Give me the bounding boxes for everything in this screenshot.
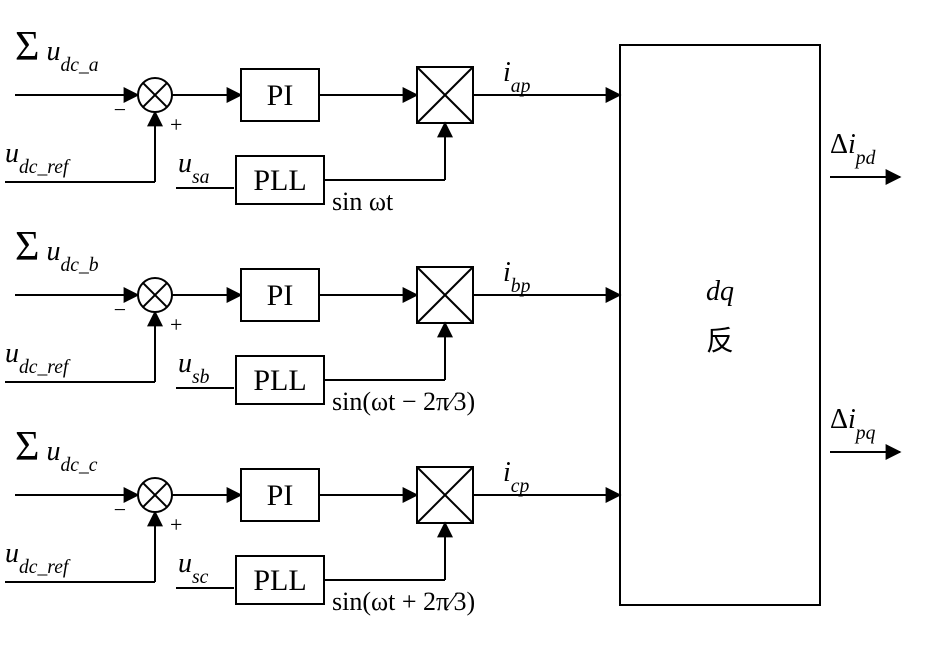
pll-label-c: PLL: [253, 564, 306, 597]
plus-a: +: [170, 112, 182, 137]
minus-b: −: [114, 297, 126, 322]
plus-b: +: [170, 312, 182, 337]
pll-out-b-label: sin(ωt − 2π⁄3): [332, 387, 475, 416]
control-block-diagram: dq 反 Δipd Δipq Σ udc_a udc_ref − + PI usa PLL sin ω…: [0, 0, 934, 670]
minus-a: −: [114, 97, 126, 122]
chan-out-a-label: iap: [503, 57, 531, 97]
ref-input-c-label: udc_ref: [5, 538, 71, 578]
plus-c: +: [170, 512, 182, 537]
pll-input-b-label: usb: [178, 348, 210, 388]
pi-label-c: PI: [267, 479, 294, 512]
pi-label-b: PI: [267, 279, 294, 312]
dq-label-2: 反: [706, 325, 734, 357]
minus-c: −: [114, 497, 126, 522]
output-ipd-label: Δipd: [830, 129, 876, 169]
pll-label-b: PLL: [253, 364, 306, 397]
ref-input-b-label: udc_ref: [5, 338, 71, 378]
sigma-input-a-label: Σ udc_a: [15, 24, 99, 76]
dq-inverse-block: [620, 45, 820, 605]
ref-input-a-label: udc_ref: [5, 138, 71, 178]
output-ipq-label: Δipq: [830, 404, 876, 444]
pll-out-c-label: sin(ωt + 2π⁄3): [332, 587, 475, 616]
pll-out-a-label: sin ωt: [332, 187, 394, 216]
chan-out-b-label: ibp: [503, 257, 531, 297]
pll-label-a: PLL: [253, 164, 306, 197]
pll-input-c-label: usc: [178, 548, 209, 588]
chan-out-c-label: icp: [503, 457, 529, 497]
sigma-input-c-label: Σ udc_c: [15, 424, 98, 476]
sigma-input-b-label: Σ udc_b: [15, 224, 99, 276]
pi-label-a: PI: [267, 79, 294, 112]
dq-label-1: dq: [706, 276, 734, 307]
pll-input-a-label: usa: [178, 148, 210, 188]
